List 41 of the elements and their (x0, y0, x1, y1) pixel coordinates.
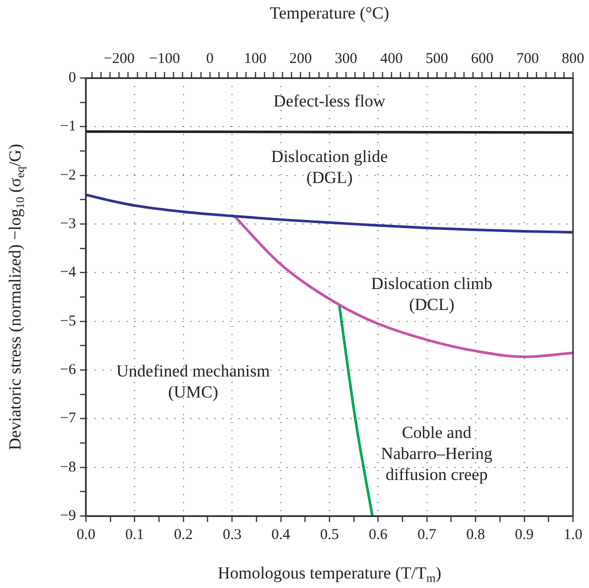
x-tick-label: 0.1 (125, 526, 144, 543)
x2-tick-label: −100 (149, 50, 180, 67)
x-tick-label: 0.0 (76, 526, 96, 543)
x2-axis-title: Temperature (°C) (270, 3, 390, 22)
y-tick-label: −6 (60, 362, 76, 378)
x2-tick-label: 300 (334, 50, 358, 67)
x-tick-label: 0.6 (368, 526, 388, 543)
x2-tick-label: 600 (470, 50, 494, 67)
x2-tick-label: 100 (244, 50, 267, 67)
annotation: Dislocation climb (DCL) (371, 274, 492, 314)
y-tick-label: −4 (60, 264, 76, 281)
y-tick-label: −8 (60, 459, 76, 476)
x2-tick-label: 500 (426, 50, 448, 67)
y-tick-label: −7 (60, 410, 76, 427)
x2-tick-label: 200 (289, 50, 312, 67)
annotation: Coble and Nabarro–Hering diffusion creep (380, 423, 493, 484)
x2-tick-label: −200 (104, 50, 135, 67)
line-series (86, 194, 573, 234)
annotation: Undefined mechanism (UMC) (116, 361, 270, 402)
x-tick-label: 0.7 (418, 526, 437, 543)
x2-tick-label: 700 (516, 50, 539, 67)
y-tick-label: −9 (60, 508, 76, 524)
x-tick-label: 0.3 (222, 526, 242, 543)
annotation: Defect-less flow (274, 92, 386, 111)
y-tick-label: 0 (68, 70, 76, 86)
line-series (233, 214, 573, 358)
x-tick-label: 1.0 (564, 526, 582, 543)
y-tick-label: −1 (60, 118, 76, 135)
y-axis-title: Deviatoric stress (normalized) −log10 (σeq/G) (5, 144, 28, 450)
x-tick-label: 0.8 (466, 526, 485, 543)
x-tick-label: 0.2 (174, 526, 193, 543)
x2-tick-label: 0 (206, 50, 214, 67)
x-tick-label: 0.9 (514, 526, 534, 543)
y-tick-label: −3 (60, 216, 76, 232)
y-tick-label: −2 (60, 167, 76, 184)
annotation: Dislocation glide (DGL) (271, 146, 388, 187)
x2-tick-label: 400 (380, 50, 403, 67)
x-tick-label: 0.4 (271, 526, 291, 543)
y-tick-label: −5 (60, 313, 76, 330)
x-tick-label: 0.5 (320, 526, 339, 543)
x2-tick-label: 800 (562, 50, 584, 67)
